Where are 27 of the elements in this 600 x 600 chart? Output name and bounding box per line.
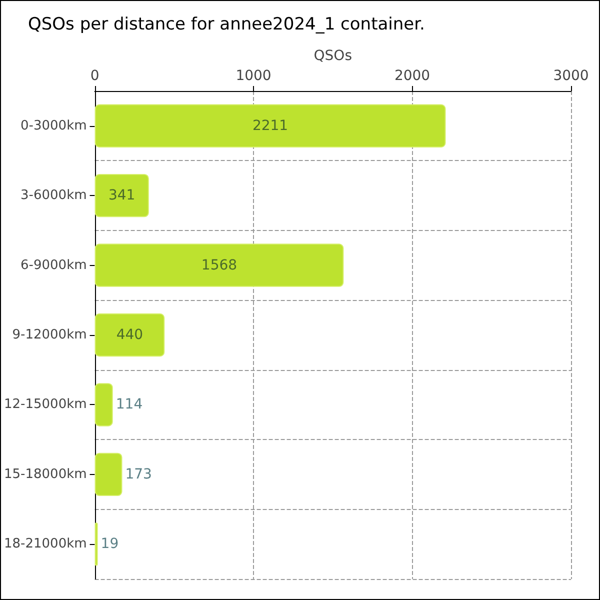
x-tick-label: 1000 (236, 68, 272, 84)
data-label: 173 (125, 466, 152, 482)
bar (94, 522, 98, 566)
y-tick-label: 3-6000km (20, 188, 87, 204)
y-tick-label: 0-3000km (20, 118, 87, 134)
x-tick-label: 3000 (553, 68, 589, 84)
y-tick-label: 6-9000km (20, 258, 87, 273)
data-label: 1568 (201, 257, 238, 274)
y-tick-label: 12-15000km (4, 397, 87, 412)
x-tick-label: 2000 (394, 68, 430, 84)
bar (94, 174, 149, 218)
data-label: 440 (116, 327, 144, 343)
bar (94, 452, 122, 496)
bar (94, 313, 165, 357)
data-label: 114 (116, 396, 143, 413)
data-label: 341 (108, 188, 136, 204)
data-label: 2211 (252, 118, 288, 134)
bar (94, 383, 113, 426)
bar (94, 104, 446, 148)
x-axis-title: QSOs (314, 48, 352, 64)
data-label: 19 (100, 536, 119, 552)
x-tick-label: 0 (90, 68, 100, 84)
bar (94, 244, 344, 287)
y-tick-label: 9-12000km (12, 328, 87, 342)
y-tick-label: 15-18000km (4, 466, 87, 482)
y-tick-label: 18-21000km (4, 536, 87, 552)
chart-title: QSOs per distance for annee2024_1 container. (28, 14, 425, 34)
